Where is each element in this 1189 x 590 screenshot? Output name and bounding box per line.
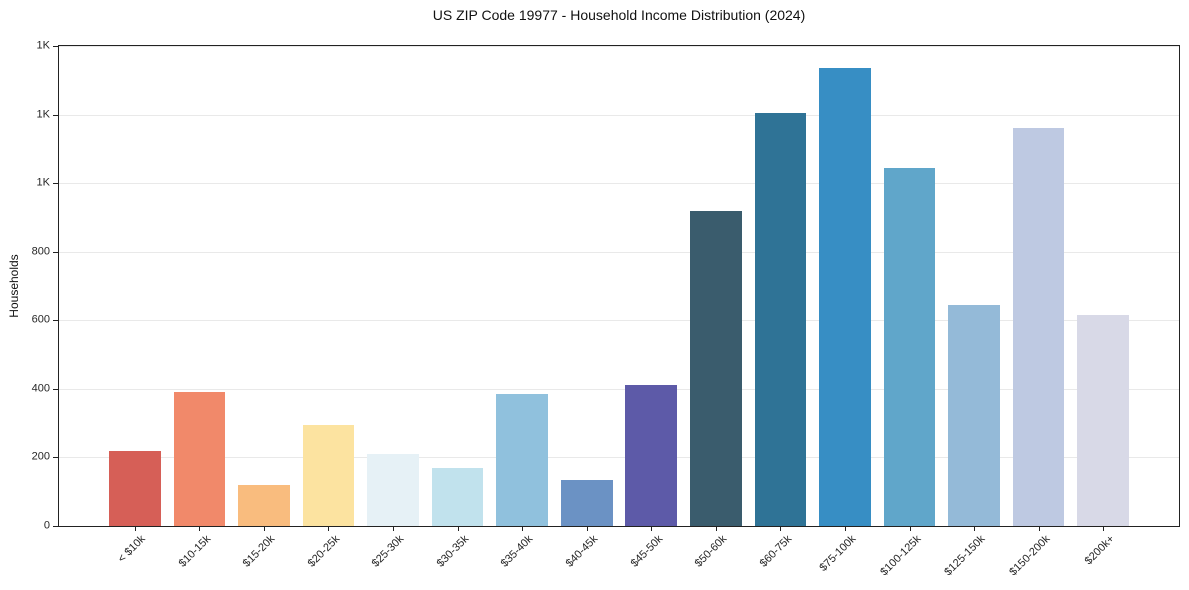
x-tick-mark <box>1038 527 1040 531</box>
x-tick-label: $200k+ <box>1082 533 1117 568</box>
bar <box>1012 128 1065 526</box>
x-tick-label: $10-15k <box>176 533 213 570</box>
bar <box>690 210 742 526</box>
y-tick-mark <box>53 526 58 527</box>
bar <box>754 112 807 526</box>
x-tick-mark <box>393 527 395 531</box>
bar <box>560 479 613 526</box>
x-tick-mark <box>1103 527 1105 531</box>
x-tick-mark <box>844 527 846 531</box>
bar <box>819 68 871 526</box>
x-tick-label: $100-125k <box>877 533 924 579</box>
bar <box>883 167 936 526</box>
bar <box>302 424 355 526</box>
bar <box>431 467 484 526</box>
bar <box>238 484 290 526</box>
y-tick-label: 1K <box>36 108 50 121</box>
y-tick-mark <box>53 251 58 253</box>
x-tick-label: $45-50k <box>628 533 665 570</box>
x-tick-mark <box>586 527 588 531</box>
y-tick-label: 200 <box>31 450 50 463</box>
y-tick-mark <box>53 388 58 390</box>
y-axis-label: Households <box>7 254 21 318</box>
y-tick-mark <box>53 183 58 185</box>
x-tick-label: $40-45k <box>563 533 601 570</box>
x-tick-label: $15-20k <box>240 533 278 570</box>
chart-title: US ZIP Code 19977 - Household Income Dis… <box>432 7 806 23</box>
x-tick-mark <box>651 527 653 531</box>
x-tick-label: $25-30k <box>369 533 407 570</box>
x-tick-mark <box>263 527 265 531</box>
bar <box>173 392 226 526</box>
x-tick-label: $75-100k <box>817 533 859 574</box>
gridline <box>59 183 1179 185</box>
x-tick-mark <box>974 527 976 531</box>
y-tick-mark <box>53 114 58 116</box>
x-tick-label: $20-25k <box>305 533 342 570</box>
y-tick-mark <box>53 457 58 459</box>
x-tick-mark <box>457 527 459 531</box>
y-tick-label: 1K <box>36 176 50 189</box>
x-tick-label: $35-40k <box>499 533 536 570</box>
gridline <box>59 388 1179 390</box>
y-tick-label: 800 <box>31 245 50 258</box>
bar <box>625 385 678 526</box>
y-tick-mark <box>53 46 58 47</box>
x-tick-label: $125-150k <box>942 533 988 579</box>
bar <box>367 454 419 526</box>
gridline <box>59 114 1179 116</box>
bar <box>1077 315 1129 526</box>
y-tick-label: 1K <box>36 39 50 52</box>
x-tick-mark <box>199 527 201 531</box>
gridline <box>59 46 1179 47</box>
gridline <box>59 251 1179 253</box>
x-tick-label: < $10k <box>116 533 149 566</box>
bar <box>496 394 548 526</box>
y-tick-label: 400 <box>31 382 50 395</box>
x-tick-label: $50-60k <box>692 533 730 570</box>
x-tick-mark <box>328 527 330 531</box>
x-tick-mark <box>134 527 136 531</box>
y-tick-label: 600 <box>31 313 50 326</box>
plot-area <box>58 45 1180 527</box>
bar <box>948 304 1000 526</box>
gridline <box>59 320 1179 322</box>
y-tick-mark <box>53 320 58 322</box>
x-tick-label: $60-75k <box>757 533 794 570</box>
bar <box>109 450 161 526</box>
x-tick-mark <box>780 527 782 531</box>
gridline <box>59 457 1179 459</box>
x-tick-label: $150-200k <box>1006 533 1053 579</box>
x-tick-mark <box>522 527 524 531</box>
x-tick-mark <box>715 527 717 531</box>
x-tick-label: $30-35k <box>434 533 472 570</box>
x-tick-mark <box>909 527 911 531</box>
y-tick-label: 0 <box>43 519 50 532</box>
